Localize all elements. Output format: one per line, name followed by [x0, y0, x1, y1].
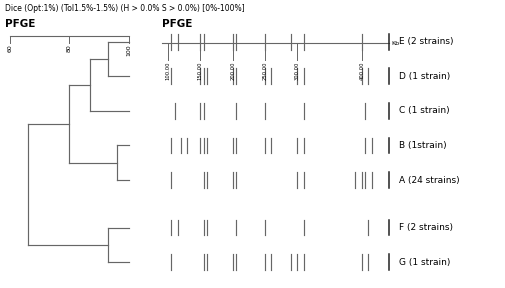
Text: 100: 100: [126, 45, 131, 56]
Text: 200.00: 200.00: [230, 62, 235, 80]
Text: Dice (Opt:1%) (Tol1.5%-1.5%) (H > 0.0% S > 0.0%) [0%-100%]: Dice (Opt:1%) (Tol1.5%-1.5%) (H > 0.0% S…: [5, 4, 245, 13]
Text: 300.00: 300.00: [295, 62, 300, 80]
Text: 250.00: 250.00: [263, 62, 268, 80]
Text: 150.00: 150.00: [198, 62, 203, 80]
Text: B (1strain): B (1strain): [399, 141, 446, 150]
Text: 60: 60: [8, 45, 13, 52]
Text: PFGE: PFGE: [5, 19, 35, 29]
Text: 400.00: 400.00: [360, 62, 365, 80]
Text: E (2 strains): E (2 strains): [399, 37, 453, 46]
Text: C (1 strain): C (1 strain): [399, 106, 449, 115]
Text: Kb: Kb: [391, 41, 399, 46]
Text: F (2 strains): F (2 strains): [399, 223, 453, 232]
Text: 100.00: 100.00: [166, 62, 171, 80]
Text: 80: 80: [67, 45, 72, 52]
Text: PFGE: PFGE: [162, 19, 192, 29]
Text: G (1 strain): G (1 strain): [399, 257, 450, 267]
Text: A (24 strains): A (24 strains): [399, 175, 460, 185]
Text: D (1 strain): D (1 strain): [399, 72, 450, 81]
